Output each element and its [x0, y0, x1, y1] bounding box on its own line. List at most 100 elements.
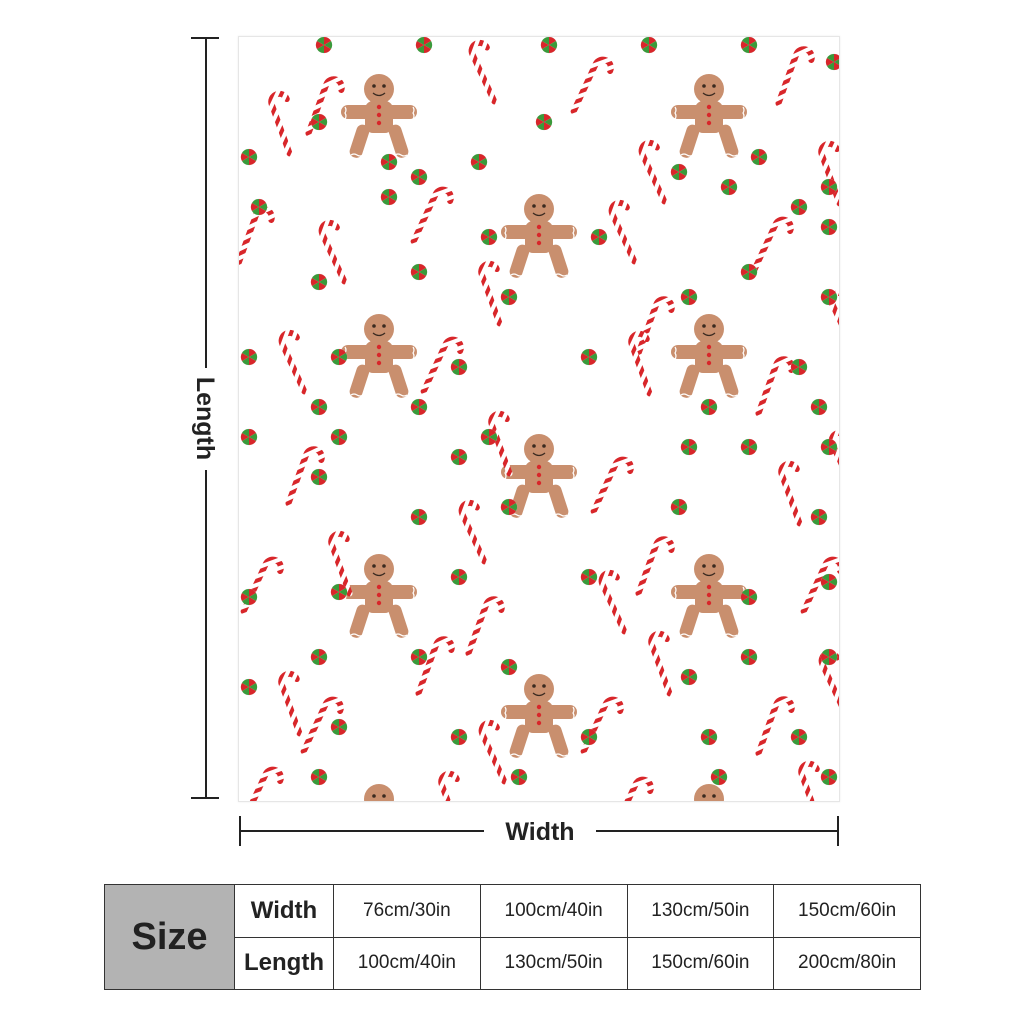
peppermint-candy-icon	[500, 498, 518, 516]
candy-cane-icon	[779, 462, 815, 524]
peppermint-candy-icon	[810, 398, 828, 416]
length-dimension-line-top	[205, 38, 207, 368]
peppermint-candy-icon	[380, 153, 398, 171]
candy-cane-icon	[758, 357, 794, 419]
table-cell: 76cm/30in	[333, 884, 481, 938]
gingerbread-man-icon	[500, 193, 578, 281]
peppermint-candy-icon	[240, 678, 258, 696]
size-header: Size	[104, 884, 235, 990]
candy-cane-icon	[308, 77, 344, 139]
candy-cane-icon	[279, 672, 315, 734]
gingerbread-man-icon	[340, 783, 418, 801]
candy-cane-icon	[649, 632, 685, 694]
peppermint-candy-icon	[740, 438, 758, 456]
candy-cane-icon	[459, 500, 499, 561]
peppermint-candy-icon	[240, 428, 258, 446]
peppermint-candy-icon	[750, 148, 768, 166]
peppermint-candy-icon	[670, 498, 688, 516]
peppermint-candy-icon	[450, 358, 468, 376]
gingerbread-man-icon	[670, 783, 748, 801]
peppermint-candy-icon	[470, 153, 488, 171]
row-label-width: Width	[234, 884, 334, 938]
peppermint-candy-icon	[310, 398, 328, 416]
length-dimension-cap-top	[191, 37, 219, 39]
candy-cane-icon	[319, 220, 359, 281]
peppermint-candy-icon	[310, 273, 328, 291]
peppermint-candy-icon	[480, 428, 498, 446]
peppermint-candy-icon	[415, 37, 433, 54]
candy-cane-icon	[638, 297, 674, 359]
gingerbread-man-icon	[670, 73, 748, 161]
candy-cane-icon	[414, 187, 454, 248]
width-dimension-line-right	[596, 830, 838, 832]
candy-cane-icon	[758, 697, 794, 759]
candy-cane-icon	[469, 40, 509, 101]
peppermint-candy-icon	[410, 508, 428, 526]
candy-cane-icon	[468, 597, 504, 659]
peppermint-candy-icon	[820, 178, 838, 196]
peppermint-candy-icon	[580, 568, 598, 586]
peppermint-candy-icon	[790, 728, 808, 746]
candy-cane-icon	[418, 637, 454, 699]
peppermint-candy-icon	[740, 648, 758, 666]
peppermint-candy-icon	[820, 573, 838, 591]
candy-cane-icon	[599, 570, 639, 631]
size-row-length: Length 100cm/40in 130cm/50in 150cm/60in …	[105, 936, 921, 990]
candy-cane-icon	[244, 557, 284, 618]
candy-cane-icon	[439, 772, 475, 801]
width-label: Width	[505, 817, 575, 846]
peppermint-candy-icon	[820, 438, 838, 456]
length-dimension-cap-bottom	[191, 797, 219, 799]
peppermint-candy-icon	[680, 288, 698, 306]
peppermint-candy-icon	[500, 288, 518, 306]
peppermint-candy-icon	[330, 348, 348, 366]
peppermint-candy-icon	[680, 438, 698, 456]
length-label: Length	[191, 376, 220, 460]
blanket-image	[238, 36, 840, 802]
peppermint-candy-icon	[680, 668, 698, 686]
peppermint-candy-icon	[540, 37, 558, 54]
peppermint-candy-icon	[535, 113, 553, 131]
peppermint-candy-icon	[380, 188, 398, 206]
candy-cane-icon	[244, 767, 284, 801]
gingerbread-man-icon	[670, 313, 748, 401]
width-dimension-cap-left	[239, 816, 241, 846]
peppermint-candy-icon	[700, 398, 718, 416]
peppermint-candy-icon	[700, 728, 718, 746]
blanket-pattern	[239, 37, 839, 801]
candy-cane-icon	[629, 332, 665, 394]
peppermint-candy-icon	[740, 588, 758, 606]
peppermint-candy-icon	[450, 568, 468, 586]
peppermint-candy-icon	[310, 648, 328, 666]
peppermint-candy-icon	[720, 178, 738, 196]
table-cell: 150cm/60in	[626, 936, 775, 990]
peppermint-candy-icon	[590, 228, 608, 246]
candy-cane-icon	[778, 47, 814, 109]
peppermint-candy-icon	[240, 588, 258, 606]
gingerbread-man-icon	[340, 313, 418, 401]
peppermint-candy-icon	[820, 288, 838, 306]
gingerbread-man-icon	[670, 553, 748, 641]
peppermint-candy-icon	[710, 768, 728, 786]
peppermint-candy-icon	[790, 198, 808, 216]
candy-cane-icon	[594, 457, 634, 518]
peppermint-candy-icon	[740, 37, 758, 54]
peppermint-candy-icon	[670, 163, 688, 181]
peppermint-candy-icon	[580, 348, 598, 366]
size-row-width: Size Width 76cm/30in 100cm/40in 130cm/50…	[104, 884, 921, 990]
candy-cane-icon	[279, 330, 319, 391]
peppermint-candy-icon	[500, 658, 518, 676]
width-dimension-line-left	[240, 830, 484, 832]
peppermint-candy-icon	[740, 263, 758, 281]
size-table: Size Width 76cm/30in 100cm/40in 130cm/50…	[104, 884, 921, 990]
peppermint-candy-icon	[790, 358, 808, 376]
peppermint-candy-icon	[330, 718, 348, 736]
peppermint-candy-icon	[240, 348, 258, 366]
table-cell: 130cm/50in	[479, 936, 628, 990]
peppermint-candy-icon	[240, 148, 258, 166]
row-label-length: Length	[234, 936, 334, 990]
table-cell: 100cm/40in	[479, 884, 628, 938]
peppermint-candy-icon	[640, 37, 658, 54]
candy-cane-icon	[584, 697, 624, 758]
peppermint-candy-icon	[315, 37, 333, 54]
